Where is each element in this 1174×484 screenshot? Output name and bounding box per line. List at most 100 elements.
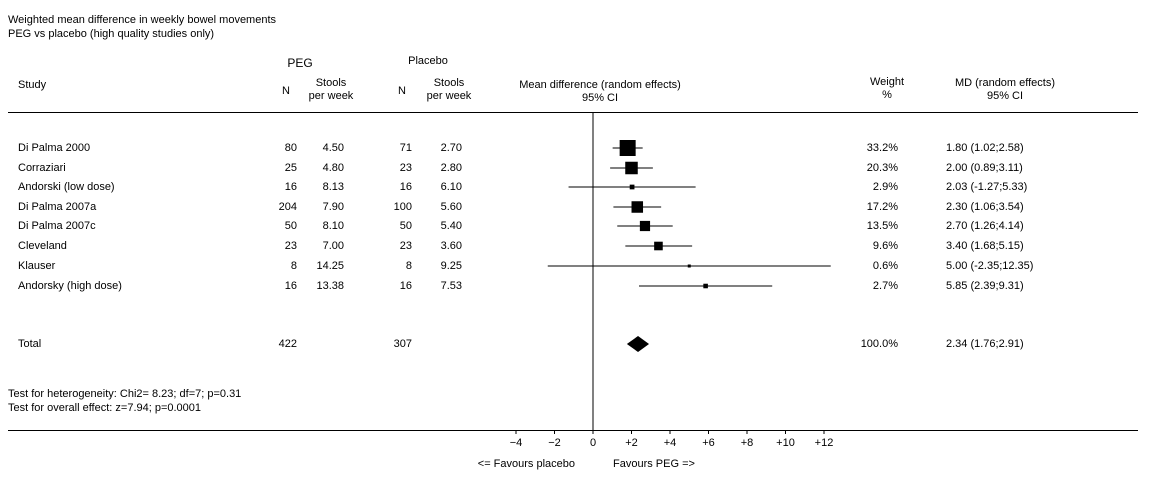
x-tick-label: +2 (625, 437, 638, 449)
weight-header-2: % (882, 89, 892, 101)
x-tick-label: +6 (702, 437, 715, 449)
heterogeneity-test: Test for heterogeneity: Chi2= 8.23; df=7… (8, 388, 242, 400)
study-name: Corraziari (18, 162, 66, 174)
md-text: 5.00 (-2.35;12.35) (946, 260, 1034, 272)
stools-peg: 7.90 (322, 201, 344, 213)
n-peg: 16 (284, 181, 297, 193)
study-name: Di Palma 2007a (18, 201, 97, 213)
study-name: Andorski (low dose) (18, 181, 115, 193)
weight: 2.9% (872, 181, 898, 193)
n-peg-header: N (282, 85, 290, 97)
peg-group-header: PEG (287, 56, 313, 70)
stools-placebo: 3.60 (440, 240, 462, 252)
n-placebo: 16 (399, 280, 412, 292)
x-tick-label: −4 (510, 437, 523, 449)
n-peg: 25 (284, 162, 297, 174)
study-name: Klauser (18, 260, 56, 272)
stools-peg-header-2: per week (308, 90, 354, 102)
md-text: 5.85 (2.39;9.31) (946, 280, 1024, 292)
n-placebo: 23 (399, 240, 412, 252)
total-n-placebo: 307 (393, 338, 412, 350)
total-md-text: 2.34 (1.76;2.91) (946, 338, 1024, 350)
md-text: 1.80 (1.02;2.58) (946, 142, 1024, 154)
total-weight: 100.0% (860, 338, 898, 350)
total-label: Total (18, 338, 42, 350)
chart-title: Weighted mean difference in weekly bowel… (8, 14, 277, 26)
stools-placebo-header-1: Stools (433, 77, 465, 89)
n-placebo: 8 (405, 260, 412, 272)
n-placebo: 100 (393, 201, 412, 213)
n-placebo: 23 (399, 162, 412, 174)
md-plot-header-1: Mean difference (random effects) (519, 79, 681, 91)
stools-placebo: 5.40 (440, 220, 462, 232)
weight: 33.2% (866, 142, 898, 154)
md-text: 2.00 (0.89;3.11) (946, 162, 1023, 174)
md-text: 2.70 (1.26;4.14) (946, 220, 1024, 232)
stools-peg: 7.00 (322, 240, 344, 252)
study-name: Andorsky (high dose) (18, 280, 122, 292)
weight: 0.6% (872, 260, 898, 272)
pooled-diamond (626, 336, 650, 352)
stools-placebo: 7.53 (440, 280, 462, 292)
stools-peg: 14.25 (316, 260, 344, 272)
weight: 20.3% (866, 162, 898, 174)
n-peg: 8 (290, 260, 297, 272)
x-tick-label: −2 (548, 437, 561, 449)
effect-square (631, 201, 644, 213)
effect-square (629, 184, 635, 190)
favours-placebo-label: <= Favours placebo (477, 458, 575, 470)
study-name: Di Palma 2007c (18, 220, 96, 232)
n-peg: 204 (278, 201, 297, 213)
weight: 17.2% (866, 201, 898, 213)
header-rule (8, 112, 1138, 113)
favours-peg-label: Favours PEG => (613, 458, 695, 470)
md-col-header-2: 95% CI (986, 90, 1024, 102)
chart-subtitle: PEG vs placebo (high quality studies onl… (8, 28, 215, 40)
n-placebo-header: N (398, 85, 406, 97)
effect-square (639, 220, 651, 232)
weight-header-1: Weight (869, 76, 905, 88)
stools-placebo: 5.60 (440, 201, 462, 213)
stools-peg: 8.13 (322, 181, 344, 193)
x-tick-label: +12 (815, 437, 834, 449)
md-text: 2.03 (-1.27;5.33) (946, 181, 1028, 193)
stools-peg: 8.10 (322, 220, 344, 232)
n-peg: 16 (284, 280, 297, 292)
md-col-header-1: MD (random effects) (954, 77, 1056, 89)
n-peg: 23 (284, 240, 297, 252)
effect-square (703, 283, 708, 289)
n-peg: 80 (284, 142, 297, 154)
weight: 9.6% (872, 240, 898, 252)
x-tick-label: +10 (776, 437, 795, 449)
footer-rule (8, 430, 1138, 431)
md-plot-header-2: 95% CI (581, 92, 619, 104)
x-tick-label: +8 (741, 437, 754, 449)
overall-effect-test: Test for overall effect: z=7.94; p=0.000… (8, 402, 202, 414)
stools-peg: 4.80 (322, 162, 344, 174)
stools-peg-header-1: Stools (315, 77, 347, 89)
stools-peg: 13.38 (316, 280, 344, 292)
effect-square (654, 241, 663, 251)
weight: 2.7% (872, 280, 898, 292)
stools-placebo: 6.10 (440, 181, 462, 193)
n-peg: 50 (284, 220, 297, 232)
stools-placebo: 9.25 (440, 260, 462, 272)
study-header: Study (18, 79, 47, 91)
total-n-peg: 422 (278, 338, 297, 350)
placebo-group-header: Placebo (408, 55, 448, 67)
n-placebo: 16 (399, 181, 412, 193)
md-text: 3.40 (1.68;5.15) (946, 240, 1024, 252)
x-tick-label: +4 (664, 437, 677, 449)
stools-placebo: 2.70 (440, 142, 462, 154)
study-name: Di Palma 2000 (18, 142, 91, 154)
study-name: Cleveland (18, 240, 67, 252)
effect-square (619, 140, 636, 156)
stools-peg: 4.50 (322, 142, 344, 154)
n-placebo: 50 (399, 220, 412, 232)
weight: 13.5% (866, 220, 898, 232)
stools-placebo: 2.80 (440, 162, 462, 174)
md-text: 2.30 (1.06;3.54) (946, 201, 1024, 213)
x-tick-label: 0 (590, 437, 596, 449)
effect-square (625, 161, 638, 175)
